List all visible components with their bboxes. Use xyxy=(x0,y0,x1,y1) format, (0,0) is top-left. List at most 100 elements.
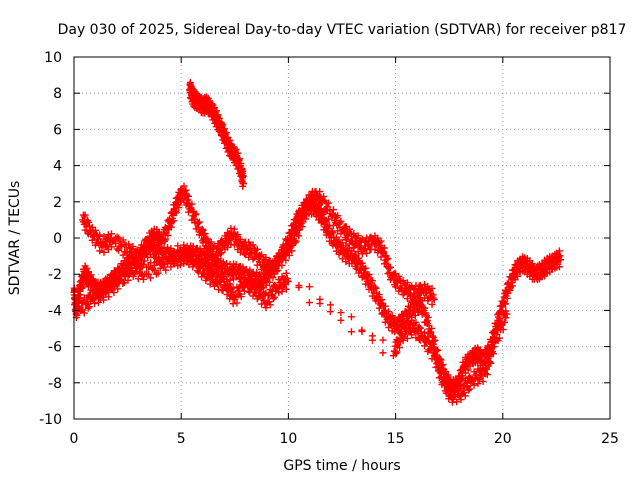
track-marker xyxy=(96,231,104,239)
track-marker xyxy=(214,255,222,263)
track-marker xyxy=(142,247,150,255)
track-marker xyxy=(398,313,406,321)
track-marker xyxy=(342,236,350,244)
track-marker xyxy=(385,308,393,316)
track-marker xyxy=(305,283,313,291)
track-marker xyxy=(87,271,95,279)
track-marker xyxy=(354,232,362,240)
track-marker xyxy=(362,264,370,272)
y-tick-label: 2 xyxy=(53,195,62,211)
track-marker xyxy=(380,248,388,256)
y-axis-ticks: -10 -8 -6 -4 -2 0 2 4 6 8 10 xyxy=(39,50,610,428)
data-point xyxy=(557,256,565,264)
track-marker xyxy=(508,282,516,290)
track-marker xyxy=(113,233,121,241)
track-marker xyxy=(172,209,180,217)
track-marker xyxy=(325,199,333,207)
track-marker xyxy=(217,250,225,258)
track-marker xyxy=(304,204,312,212)
track-marker xyxy=(115,234,123,242)
track-marker xyxy=(234,231,242,239)
track-marker xyxy=(381,302,389,310)
x-tick-label: 15 xyxy=(387,431,405,447)
track-marker xyxy=(326,207,334,215)
track-marker xyxy=(291,239,299,247)
track-marker xyxy=(258,251,266,259)
track-marker xyxy=(164,231,172,239)
track-marker xyxy=(285,251,293,259)
data-marks xyxy=(70,79,565,406)
track-marker xyxy=(312,200,320,208)
track-marker xyxy=(347,328,355,336)
track-marker xyxy=(422,309,430,317)
y-tick-label: 6 xyxy=(53,122,62,138)
track-marker xyxy=(151,254,159,262)
track-marker xyxy=(326,308,334,316)
track-marker xyxy=(295,232,303,240)
y-tick-label: 8 xyxy=(53,86,62,102)
track-marker xyxy=(302,215,310,223)
track-marker xyxy=(377,237,385,245)
track-marker xyxy=(334,212,342,220)
track-marker xyxy=(282,256,290,264)
track-marker xyxy=(119,236,127,244)
track-marker xyxy=(388,312,396,320)
track-marker xyxy=(329,229,337,237)
track-marker xyxy=(355,254,363,262)
track-marker xyxy=(305,299,313,307)
track-marker xyxy=(363,249,371,257)
track-marker xyxy=(274,266,282,274)
track-marker xyxy=(501,300,509,308)
track-marker xyxy=(395,272,403,280)
track-marker xyxy=(175,204,183,212)
track-marker xyxy=(190,215,198,223)
track-marker xyxy=(555,263,563,271)
track-marker xyxy=(514,272,522,280)
y-tick-label: -10 xyxy=(39,412,62,428)
track-marker xyxy=(298,223,306,231)
track-marker xyxy=(423,317,431,325)
track-marker xyxy=(368,336,376,344)
track-marker xyxy=(386,268,394,276)
track-marker xyxy=(392,283,400,291)
y-tick-label: 4 xyxy=(53,159,62,175)
track-marker xyxy=(316,188,324,196)
x-tick-label: 10 xyxy=(279,431,297,447)
track-marker xyxy=(112,240,120,248)
track-marker xyxy=(371,283,379,291)
track-marker xyxy=(269,274,277,282)
track-marker xyxy=(428,332,436,340)
track-marker xyxy=(358,327,366,335)
track-marker xyxy=(76,291,84,299)
track-marker xyxy=(160,237,168,245)
track-marker xyxy=(195,218,203,226)
track-marker xyxy=(207,238,215,246)
track-marker xyxy=(108,230,116,238)
x-tick-label: 5 xyxy=(177,431,186,447)
track-marker xyxy=(192,210,200,218)
track-marker xyxy=(129,243,137,251)
track-marker xyxy=(188,200,196,208)
track-marker xyxy=(323,203,331,211)
track-marker xyxy=(232,273,240,281)
track-marker xyxy=(230,225,238,233)
track-marker xyxy=(227,224,235,232)
y-tick-label: -8 xyxy=(48,376,62,392)
track-marker xyxy=(102,241,110,249)
track-marker xyxy=(115,246,123,254)
track-marker xyxy=(83,264,91,272)
track-marker xyxy=(161,236,169,244)
track-marker xyxy=(358,259,366,267)
track-marker xyxy=(81,211,89,219)
track-marker xyxy=(384,254,392,262)
x-tick-label: 20 xyxy=(494,431,512,447)
track-marker xyxy=(528,260,536,268)
track-marker xyxy=(100,248,108,256)
y-tick-label: 10 xyxy=(44,50,62,66)
track-marker xyxy=(375,291,383,299)
track-marker xyxy=(257,252,265,260)
track-marker xyxy=(383,255,391,263)
track-marker xyxy=(421,304,429,312)
track-marker xyxy=(170,217,178,225)
